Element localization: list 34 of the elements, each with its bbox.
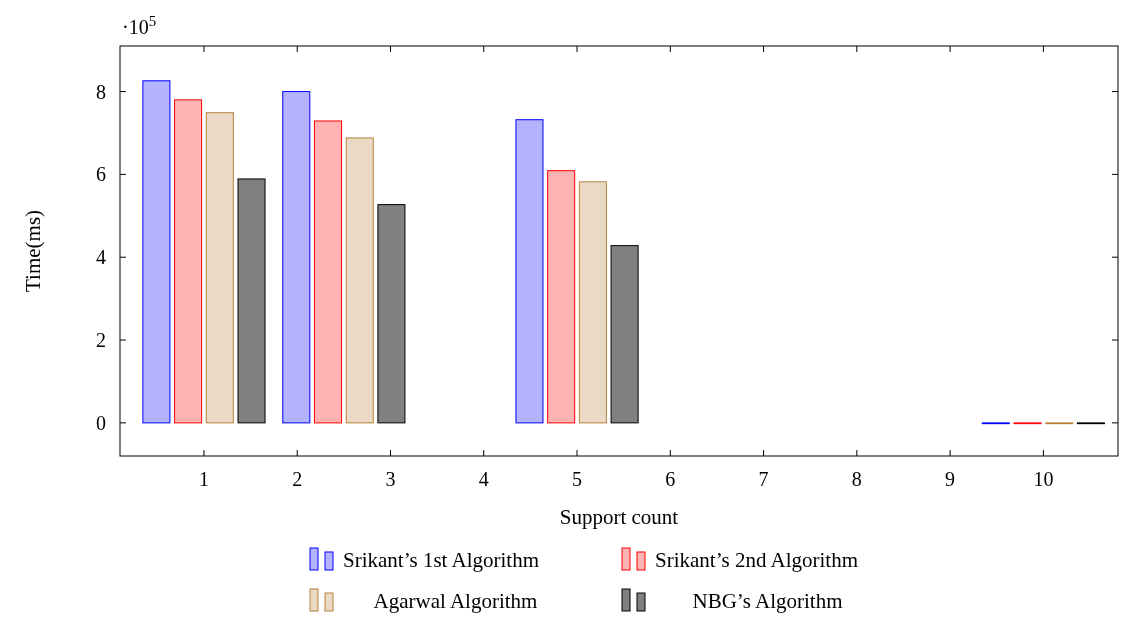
y-tick-label: 4: [96, 246, 106, 269]
y-axis-title: Time(ms): [21, 209, 45, 293]
bar: [515, 119, 544, 424]
bar: [313, 120, 343, 424]
x-tick-label: 9: [945, 468, 956, 490]
x-tick-label: 1: [198, 468, 209, 490]
y-tick-label: 6: [96, 163, 106, 186]
x-tick-label: 4: [478, 468, 489, 490]
bar: [345, 137, 374, 424]
x-tick-label: 7: [758, 468, 769, 490]
x-tick-label: 2: [292, 468, 303, 490]
bar: [142, 80, 171, 424]
legend-label: Srikant’s 1st Algorithm: [343, 548, 540, 572]
x-tick-label: 5: [572, 468, 583, 490]
text: ·10$^{5}$: [122, 13, 157, 38]
bar: [237, 178, 266, 424]
bar: [205, 112, 234, 424]
legend-label: Agarwal Algorithm: [373, 589, 538, 613]
bar: [610, 245, 639, 424]
y-tick-label: 8: [96, 80, 106, 103]
x-tick-label: 3: [385, 468, 396, 490]
legend-label: Srikant’s 2nd Algorithm: [655, 548, 859, 572]
bar: [547, 170, 576, 424]
bar: [282, 91, 311, 424]
y-tick-label: 0: [96, 411, 106, 434]
y-tick-label: 2: [96, 329, 106, 352]
x-tick-label: 6: [665, 468, 676, 490]
bar: [578, 181, 607, 424]
bar: [377, 204, 406, 424]
bar: [174, 99, 203, 424]
x-tick-label: 8: [851, 468, 862, 490]
x-axis-title: Support count: [559, 505, 679, 529]
legend-label: NBG’s Algorithm: [692, 589, 843, 613]
x-tick-label: 10: [1033, 468, 1054, 490]
